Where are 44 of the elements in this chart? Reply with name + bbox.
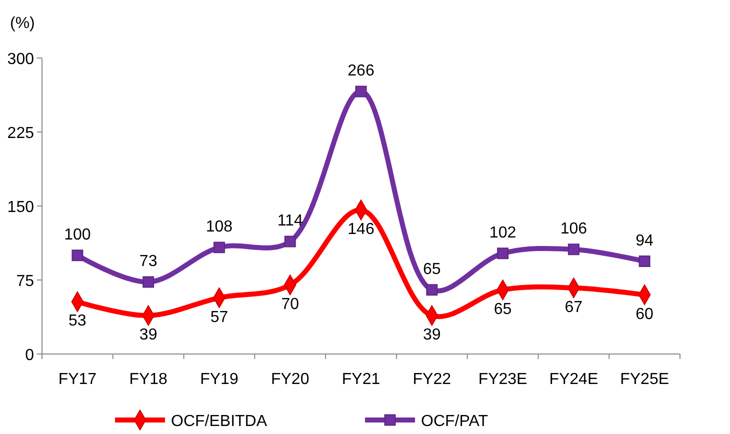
point <box>497 248 509 260</box>
data-label: 94 <box>636 232 654 250</box>
x-tick-label: FY18 <box>129 371 168 388</box>
point <box>142 276 154 288</box>
x-tick-label: FY20 <box>270 371 310 388</box>
data-label: 39 <box>422 326 441 344</box>
x-tick-label: FY19 <box>200 371 238 388</box>
y-tick-label: 0 <box>25 347 34 364</box>
legend-label: OCF/EBITDA <box>171 413 268 430</box>
data-label: 108 <box>206 218 233 236</box>
x-tick-label: FY17 <box>58 371 97 388</box>
data-label: 70 <box>281 296 300 313</box>
y-tick-label: 225 <box>7 125 34 142</box>
y-axis-title: (%) <box>10 15 35 32</box>
y-tick-label: 150 <box>7 199 34 216</box>
data-label: 67 <box>564 298 583 316</box>
data-label: 73 <box>139 252 158 270</box>
x-tick-label: FY24E <box>549 371 598 388</box>
data-label: 266 <box>348 62 374 80</box>
y-tick-label: 300 <box>7 51 34 68</box>
x-tick-label: FY22 <box>412 371 452 388</box>
point <box>355 86 367 98</box>
data-label: 39 <box>139 326 158 344</box>
data-label: 114 <box>277 212 303 230</box>
point <box>72 250 84 262</box>
data-label: 102 <box>489 224 516 242</box>
data-label: 106 <box>560 220 588 238</box>
point <box>213 242 225 254</box>
data-label: 53 <box>68 312 86 330</box>
point <box>284 236 296 248</box>
data-label: 146 <box>348 220 374 238</box>
data-label: 100 <box>64 226 91 244</box>
y-tick-label: 75 <box>16 273 34 290</box>
x-tick-label: FY21 <box>342 371 380 388</box>
x-tick-label: FY25E <box>620 371 670 388</box>
legend-label: OCF/PAT <box>421 413 488 430</box>
point <box>568 244 580 256</box>
data-label: 65 <box>422 260 441 278</box>
data-label: 60 <box>636 306 654 323</box>
point <box>426 284 438 296</box>
x-tick-label: FY23E <box>478 371 528 388</box>
data-label: 57 <box>210 308 228 326</box>
data-label: 65 <box>494 300 512 318</box>
point <box>638 256 650 267</box>
